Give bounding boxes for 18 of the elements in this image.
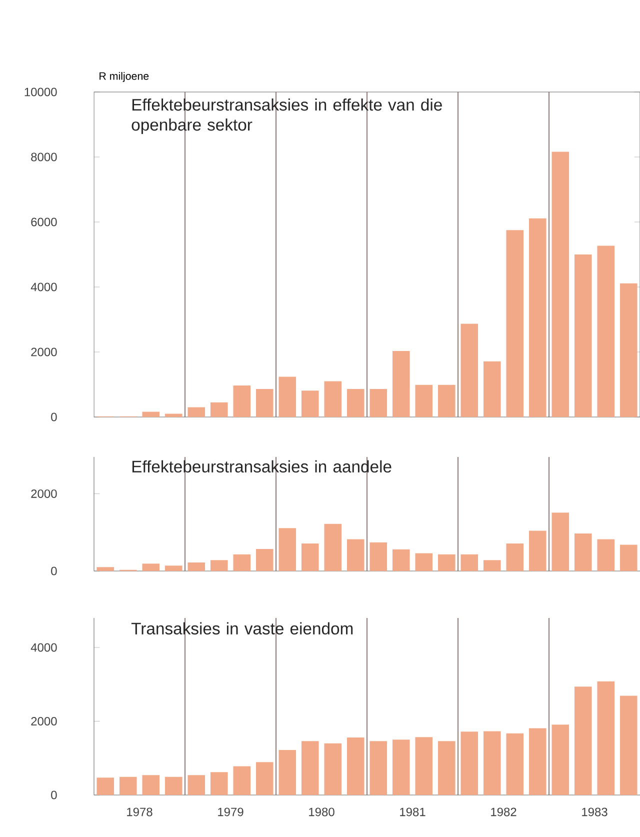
y-tick-label: 4000 <box>30 643 57 652</box>
x-tick-label: 1979 <box>218 808 244 816</box>
y-tick-label: 0 <box>51 412 57 422</box>
x-tick-label: 1978 <box>127 808 152 816</box>
y-tick-label: 10000 <box>24 88 57 96</box>
y-tick-label: 0 <box>51 790 57 800</box>
y-tick-label: 4000 <box>30 282 57 292</box>
y-tick-label: 0 <box>51 566 57 576</box>
y-tick-label: 8000 <box>31 152 57 162</box>
y-axis-title: R miljoene <box>100 72 149 82</box>
x-tick-label: 1981 <box>400 808 426 816</box>
x-tick-label: 1980 <box>309 808 334 816</box>
y-tick-label: 2000 <box>31 716 57 726</box>
x-tick-label: 1983 <box>582 808 608 816</box>
y-tick-label: 2000 <box>31 348 57 356</box>
y-tick-label: 6000 <box>31 218 57 226</box>
y-tick-label: 2000 <box>31 489 57 498</box>
x-tick-label: 1982 <box>491 808 516 816</box>
